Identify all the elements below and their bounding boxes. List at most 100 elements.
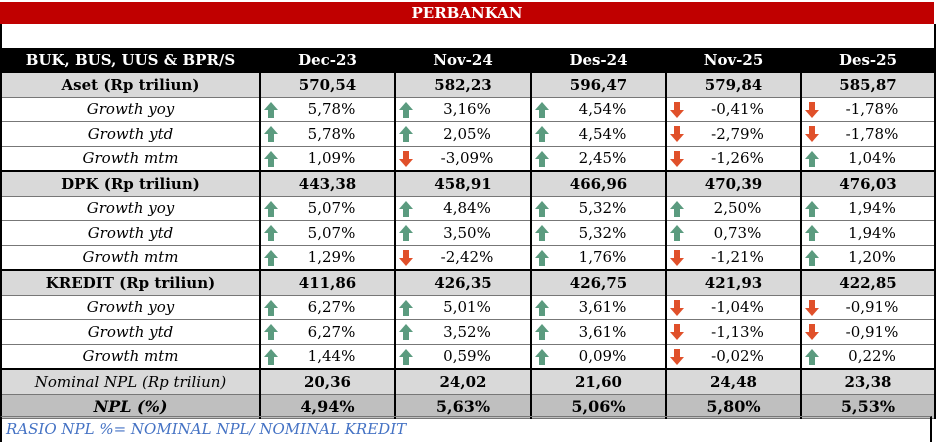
value-cell: 579,84	[665, 72, 802, 98]
footnote: RASIO NPL %= NOMINAL NPL/ NOMINAL KREDIT	[0, 416, 932, 442]
growth-value: 3,16%	[443, 100, 491, 119]
value-cell: 582,23	[394, 72, 532, 98]
value-cell: 23,38	[800, 368, 936, 395]
arrow-up-icon	[535, 299, 549, 316]
value-cell: 426,35	[394, 269, 532, 296]
growth-cell: -0,02%	[665, 344, 802, 370]
table-row: Growth mtm 1,29% -2,42% 1,76% -1,21% 1,20%	[0, 245, 936, 271]
arrow-up-icon	[264, 200, 278, 217]
growth-cell: 6,27%	[259, 319, 396, 345]
growth-cell: 2,50%	[665, 196, 802, 221]
value-cell: 470,39	[665, 170, 802, 197]
growth-value: 6,27%	[307, 322, 356, 341]
growth-value: 3,61%	[578, 298, 627, 317]
table-row: DPK (Rp triliun) 443,38 458,91 466,96 470,39…	[0, 170, 936, 197]
row-label: Growth ytd	[0, 220, 261, 246]
growth-value: 1,44%	[307, 347, 356, 366]
arrow-up-icon	[805, 348, 819, 365]
growth-value: -2,79%	[711, 124, 764, 143]
growth-cell: 5,78%	[259, 97, 396, 122]
growth-cell: 3,61%	[530, 295, 667, 320]
arrow-up-icon	[264, 126, 278, 142]
arrow-down-icon	[805, 126, 819, 142]
arrow-down-icon	[670, 299, 684, 316]
growth-cell: 3,50%	[394, 220, 532, 246]
header-period: Des-25	[800, 48, 936, 73]
growth-cell: 5,32%	[530, 196, 667, 221]
value-cell: 458,91	[394, 170, 532, 197]
value-cell: 411,86	[259, 269, 396, 296]
value-cell: 421,93	[665, 269, 802, 296]
value-cell: 596,47	[530, 72, 667, 98]
growth-cell: 5,07%	[259, 220, 396, 246]
value-cell: 24,48	[665, 368, 802, 395]
table-row: Growth yoy 5,07% 4,84% 5,32% 2,50% 1,94%	[0, 196, 936, 221]
arrow-up-icon	[535, 348, 549, 365]
arrow-down-icon	[805, 324, 819, 340]
growth-cell: 4,84%	[394, 196, 532, 221]
arrow-up-icon	[399, 299, 413, 316]
row-label: Growth ytd	[0, 319, 261, 345]
growth-cell: 4,54%	[530, 121, 667, 147]
table-row: Growth mtm 1,09% -3,09% 2,45% -1,26% 1,04%	[0, 146, 936, 172]
growth-value: 1,76%	[578, 248, 627, 267]
header-period: Dec-23	[259, 48, 396, 73]
growth-cell: 1,04%	[800, 146, 936, 172]
growth-value: 5,78%	[307, 100, 356, 119]
growth-cell: -1,21%	[665, 245, 802, 271]
row-label: Nominal NPL (Rp triliun)	[0, 368, 261, 395]
growth-value: 2,45%	[578, 149, 627, 168]
growth-value: 6,27%	[307, 298, 356, 317]
arrow-up-icon	[670, 225, 684, 241]
value-cell: 4,94%	[259, 394, 396, 419]
table-row: Growth yoy 5,78% 3,16% 4,54% -0,41% -1,78%	[0, 97, 936, 122]
growth-value: 4,54%	[578, 124, 627, 143]
header-category: BUK, BUS, UUS & BPR/S	[0, 48, 261, 73]
growth-value: 3,50%	[443, 223, 491, 242]
arrow-up-icon	[535, 324, 549, 340]
arrow-down-icon	[670, 150, 684, 167]
growth-value: 0,59%	[443, 347, 491, 366]
growth-cell: 5,07%	[259, 196, 396, 221]
growth-cell: 5,32%	[530, 220, 667, 246]
arrow-up-icon	[264, 225, 278, 241]
arrow-down-icon	[805, 299, 819, 316]
arrow-down-icon	[670, 348, 684, 365]
value-cell: 5,80%	[665, 394, 802, 419]
growth-cell: 2,05%	[394, 121, 532, 147]
value-cell: 24,02	[394, 368, 532, 395]
arrow-up-icon	[399, 225, 413, 241]
growth-cell: -1,26%	[665, 146, 802, 172]
growth-value: 2,50%	[713, 199, 762, 218]
growth-value: 5,32%	[578, 223, 627, 242]
growth-value: 1,04%	[848, 149, 896, 168]
growth-value: 4,84%	[443, 199, 491, 218]
arrow-up-icon	[399, 348, 413, 365]
row-label: Growth yoy	[0, 295, 261, 320]
growth-cell: 1,94%	[800, 196, 936, 221]
arrow-down-icon	[399, 249, 413, 266]
growth-cell: 1,94%	[800, 220, 936, 246]
growth-cell: 1,29%	[259, 245, 396, 271]
table-row: Growth mtm 1,44% 0,59% 0,09% -0,02% 0,22%	[0, 344, 936, 370]
arrow-up-icon	[535, 249, 549, 266]
table-row: KREDIT (Rp triliun) 411,86 426,35 426,75 421…	[0, 269, 936, 296]
arrow-down-icon	[399, 150, 413, 167]
growth-cell: 1,09%	[259, 146, 396, 172]
row-label: Growth yoy	[0, 196, 261, 221]
growth-value: 0,22%	[848, 347, 896, 366]
arrow-up-icon	[535, 200, 549, 217]
growth-cell: -0,91%	[800, 319, 936, 345]
value-cell: 476,03	[800, 170, 936, 197]
growth-value: -1,26%	[711, 149, 764, 168]
value-cell: 570,54	[259, 72, 396, 98]
growth-value: 1,09%	[307, 149, 356, 168]
row-label: Growth mtm	[0, 245, 261, 271]
header-period: Nov-25	[665, 48, 802, 73]
value-cell: 5,53%	[800, 394, 936, 419]
growth-cell: 0,22%	[800, 344, 936, 370]
value-cell: 5,63%	[394, 394, 532, 419]
arrow-down-icon	[670, 324, 684, 340]
table-row: Growth ytd 5,07% 3,50% 5,32% 0,73% 1,94%	[0, 220, 936, 246]
growth-cell: 1,76%	[530, 245, 667, 271]
